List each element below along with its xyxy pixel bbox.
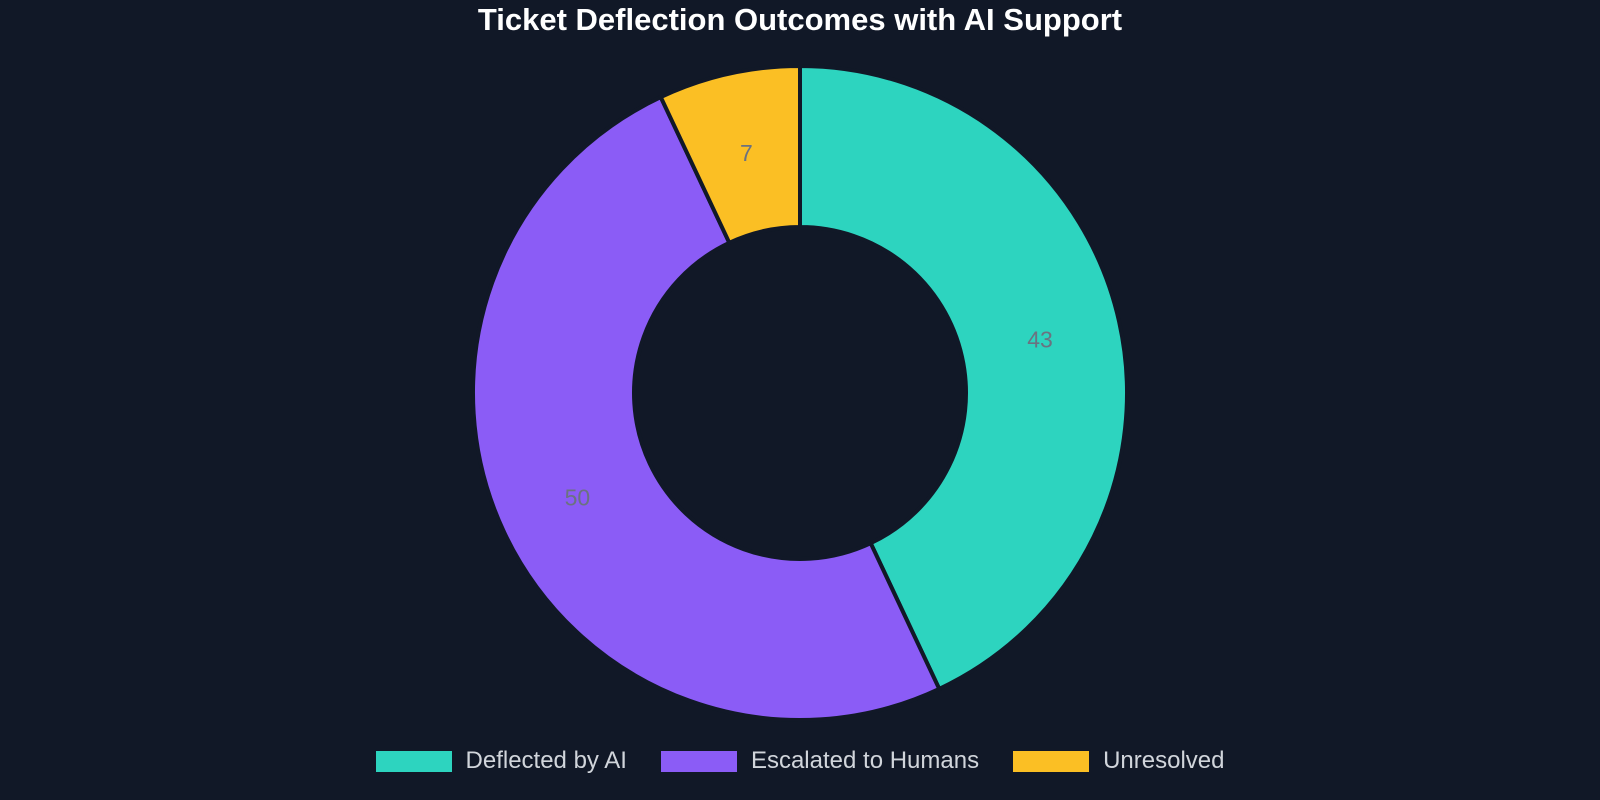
legend-item-escalated[interactable]: Escalated to Humans [660, 747, 980, 775]
legend-item-deflected[interactable]: Deflected by AI [375, 747, 627, 775]
slice-deflected[interactable] [798, 63, 1129, 692]
slice-label-deflected: 43 [1027, 326, 1053, 352]
legend-item-unresolved[interactable]: Unresolved [1013, 747, 1224, 775]
slice-unresolved[interactable] [658, 63, 802, 246]
legend-swatch-escalated [660, 750, 737, 772]
slice-label-unresolved: 7 [740, 140, 753, 166]
legend-swatch-deflected [375, 750, 452, 772]
chart-legend: Deflected by AI Escalated to Humans Unre… [0, 747, 1600, 775]
chart-title: Ticket Deflection Outcomes with AI Suppo… [477, 2, 1123, 37]
legend-label-escalated: Escalated to Humans [750, 747, 980, 774]
legend-swatch-unresolved [1013, 750, 1090, 772]
donut-chart: 43 50 7 [471, 63, 1129, 722]
slice-escalated[interactable] [471, 94, 942, 722]
slice-label-escalated: 50 [565, 485, 591, 511]
legend-label-unresolved: Unresolved [1103, 747, 1225, 774]
legend-label-deflected: Deflected by AI [465, 747, 627, 774]
